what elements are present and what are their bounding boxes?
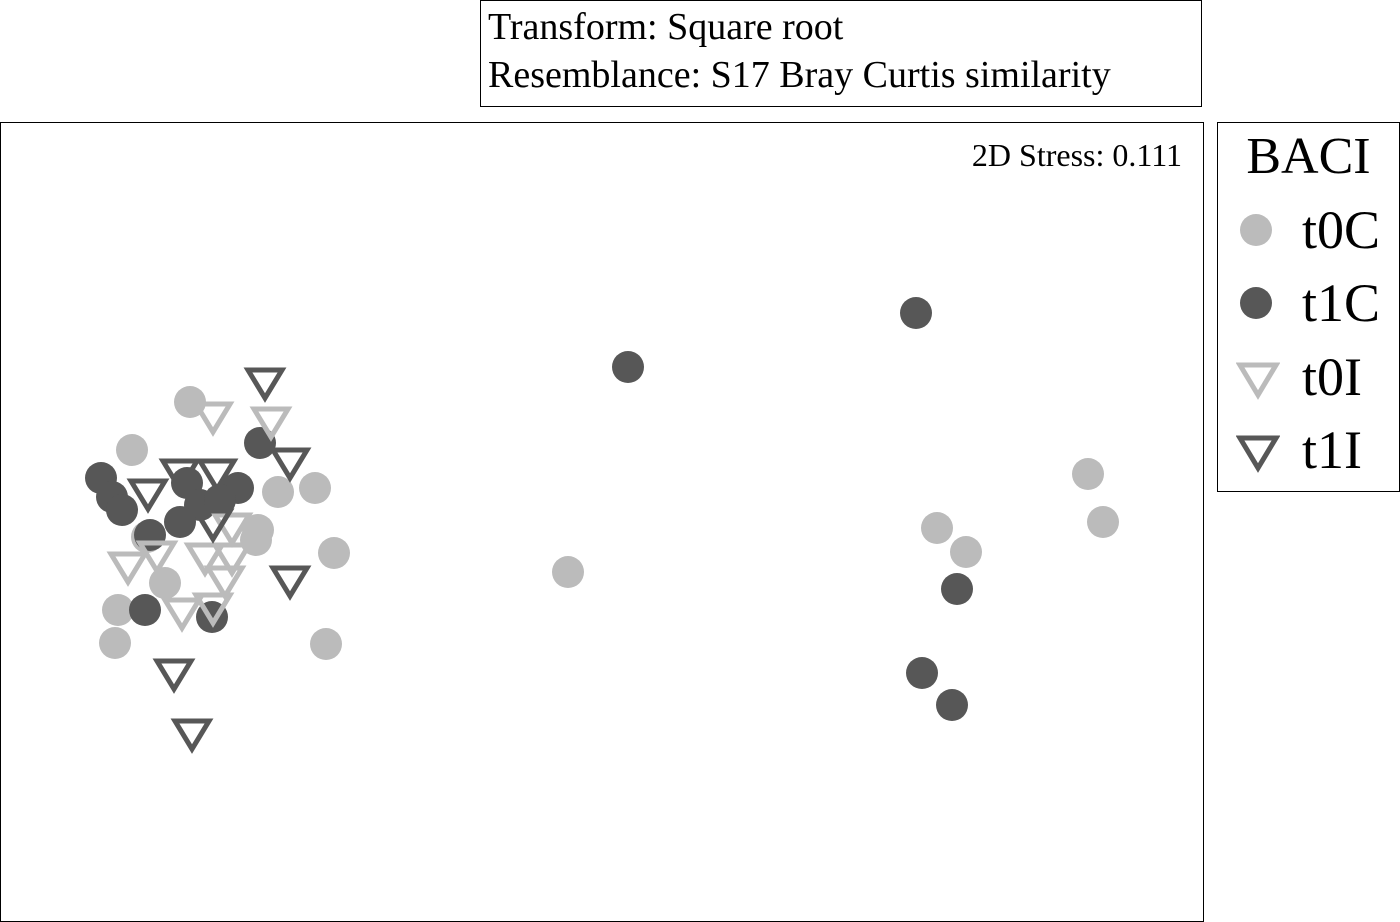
legend-item-t0C: t0C [1218,198,1399,268]
point-t0C [299,472,331,504]
point-t0C [552,556,584,588]
transform-label: Transform: Square root [488,6,844,48]
point-t1C [134,519,166,551]
point-t0C [950,536,982,568]
point-t1C [936,689,968,721]
transform-info-box: Transform: Square root Resemblance: S17 … [480,0,1202,107]
point-t0C [116,434,148,466]
point-t0I [191,592,235,628]
point-t1C [164,506,196,538]
point-t0I [249,406,293,442]
legend-label: t0C [1302,200,1381,260]
point-t1C [244,427,276,459]
point-t0I [203,565,247,601]
point-t0I [106,551,150,587]
legend-label: t0I [1302,347,1362,407]
stress-annotation: 2D Stress: 0.111 [972,137,1182,173]
point-t1C [129,594,161,626]
legend-item-t1C: t1C [1218,271,1399,341]
point-t1C [900,297,932,329]
point-t0I [160,597,204,633]
circle-marker-icon [1240,287,1272,319]
point-t0C [99,627,131,659]
point-t0C [921,512,953,544]
triangle-down-marker-icon [1236,362,1280,400]
legend-item-t1I: t1I [1218,418,1399,488]
point-t1C [106,494,138,526]
point-t1I [158,458,202,494]
legend: BACI t0C t1C t0I t1I [1217,122,1400,492]
point-t1I [152,658,196,694]
point-t0C [1072,458,1104,490]
point-t0C [1087,506,1119,538]
legend-title: BACI [1246,128,1371,185]
point-t1I [243,367,287,403]
point-t1I [268,565,312,601]
point-t1I [191,508,235,544]
point-t1C [941,573,973,605]
point-t0I [210,512,254,548]
legend-item-t0I: t0I [1218,345,1399,415]
point-t0I [210,542,254,578]
point-t0C [318,537,350,569]
point-t1I [268,447,312,483]
point-t0C [102,594,134,626]
point-t1I [195,458,239,494]
point-t1C [204,484,236,516]
point-t0I [135,540,179,576]
circle-marker-icon [1240,214,1272,246]
point-t0C [262,476,294,508]
point-t1I [126,478,170,514]
point-t0I [183,542,227,578]
legend-label: t1I [1302,420,1362,480]
point-t1C [612,351,644,383]
point-t0C [149,567,181,599]
point-t0I [191,401,235,437]
triangle-down-marker-icon [1236,435,1280,473]
point-t0C [310,628,342,660]
point-t1C [906,657,938,689]
data-points [85,297,1119,754]
legend-label: t1C [1302,273,1381,333]
resemblance-label: Resemblance: S17 Bray Curtis similarity [488,54,1111,96]
point-t1I [170,718,214,754]
